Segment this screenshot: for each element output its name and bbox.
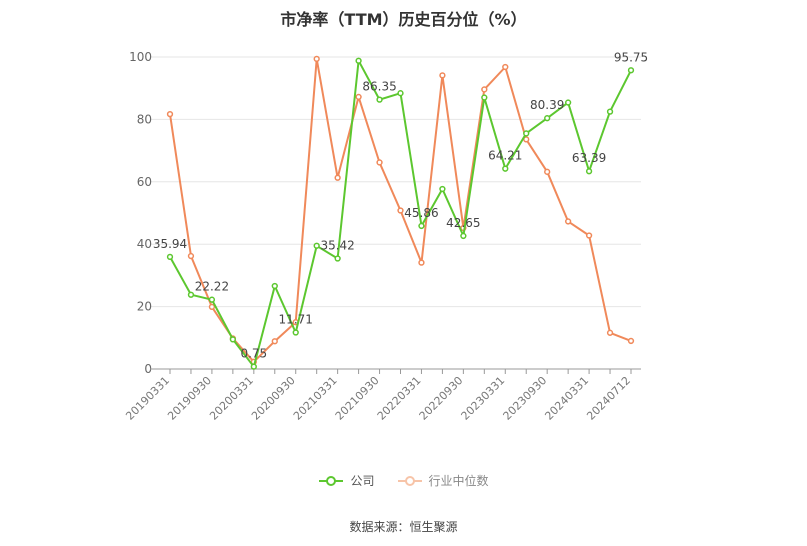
series-0-point-1	[187, 291, 195, 298]
series-0-point-8	[334, 255, 341, 262]
series-1-point-19	[564, 218, 572, 225]
legend-item-industry-median[interactable]: 行业中位数	[397, 472, 489, 489]
series-0-point-20	[585, 168, 593, 175]
series-1-point-16	[502, 63, 509, 71]
data-label-12: 45.86	[404, 206, 438, 220]
gridlines	[150, 56, 641, 308]
series-0-point-4	[250, 363, 257, 370]
series-0-point-7	[313, 242, 320, 249]
series-1-point-1	[187, 252, 195, 260]
series-1-point-7	[313, 55, 320, 63]
series-1-point-13	[439, 72, 446, 79]
series-0-point-11	[397, 90, 404, 97]
series-1-point-11	[397, 207, 404, 214]
data-label-2: 22.22	[195, 280, 229, 294]
data-label-16: 64.21	[488, 149, 522, 163]
data-label-4: 0.75	[240, 347, 267, 361]
x-tick-label-20190331: 20190331	[123, 374, 172, 423]
series-0-point-12	[418, 222, 425, 230]
series-0-point-6	[292, 329, 299, 336]
legend-marker-company	[319, 475, 344, 486]
series-0-point-15	[481, 94, 488, 101]
series-0-point-14	[460, 232, 467, 240]
series-1-point-5	[271, 338, 278, 345]
series-0-point-21	[606, 108, 614, 115]
series-lines	[166, 55, 635, 370]
series-0-point-18	[544, 115, 551, 122]
series-0-point-22	[627, 67, 635, 74]
y-tick-label-40: 40	[137, 237, 152, 251]
x-tick-label-20240331: 20240331	[542, 374, 591, 423]
series-1-point-22	[627, 337, 635, 345]
data-label-20: 63.39	[572, 151, 606, 165]
y-tick-label-0: 0	[144, 362, 152, 376]
series-1-point-20	[585, 232, 593, 239]
x-tick-label-20230930: 20230930	[501, 374, 550, 423]
x-tick-label-20210331: 20210331	[291, 374, 340, 423]
data-label-6: 11.71	[279, 312, 313, 326]
y-tick-label-100: 100	[129, 50, 152, 64]
series-1-point-10	[376, 159, 383, 166]
chart-title: 市净率（TTM）历史百分位（%）	[280, 10, 527, 29]
data-label-10: 86.35	[362, 80, 396, 94]
x-tick-label-20240712: 20240712	[584, 374, 633, 423]
series-1-point-12	[418, 259, 425, 266]
legend-label-industry-median: 行业中位数	[428, 474, 489, 488]
y-tick-label-60: 60	[137, 175, 152, 189]
legend-label-company: 公司	[350, 474, 375, 488]
legend-marker-industry-median	[397, 475, 422, 486]
series-0-point-16	[502, 165, 509, 172]
series-1-point-21	[606, 329, 614, 336]
y-tick-label-80: 80	[137, 112, 152, 126]
series-0-point-3	[229, 336, 237, 343]
series-1-point-15	[481, 86, 488, 93]
x-tick-label-20230331: 20230331	[459, 374, 508, 423]
x-tick-label-20220331: 20220331	[375, 374, 424, 423]
series-0-point-19	[564, 99, 572, 106]
series-0-point-17	[523, 130, 530, 137]
x-tick-label-20200930: 20200930	[249, 374, 298, 423]
data-label-0: 35.94	[153, 237, 187, 251]
data-label-8: 35.42	[320, 238, 354, 252]
legend-item-company[interactable]: 公司	[318, 472, 375, 489]
series-1-point-8	[334, 174, 341, 181]
x-tick-label-20200331: 20200331	[207, 374, 256, 423]
x-tick-label-20220930: 20220930	[417, 374, 466, 423]
source-note: 数据来源：恒生聚源	[349, 520, 458, 534]
series-1-point-2	[208, 303, 216, 311]
x-tick-label-20210930: 20210930	[333, 374, 382, 423]
series-0-point-2	[208, 296, 216, 303]
data-label-22: 95.75	[614, 50, 648, 64]
series-1-point-0	[166, 110, 174, 118]
series-0-point-5	[271, 282, 278, 290]
series-0-point-13	[439, 185, 446, 193]
series-1-point-18	[544, 168, 551, 175]
series-0-point-10	[376, 96, 383, 103]
series-0-point-9	[355, 57, 362, 64]
series-0-point-0	[166, 253, 174, 261]
data-label-14: 42.65	[446, 216, 480, 230]
x-tick-label-20190930: 20190930	[165, 374, 214, 423]
y-tick-label-20: 20	[137, 300, 152, 314]
legend: 公司 行业中位数	[0, 472, 807, 489]
data-label-18: 80.39	[530, 98, 564, 112]
series-1-point-9	[355, 93, 362, 101]
data-labels: 35.94 22.22 0.75 11.71 35.42 86.35 45.86 42.65 6…	[153, 50, 648, 360]
